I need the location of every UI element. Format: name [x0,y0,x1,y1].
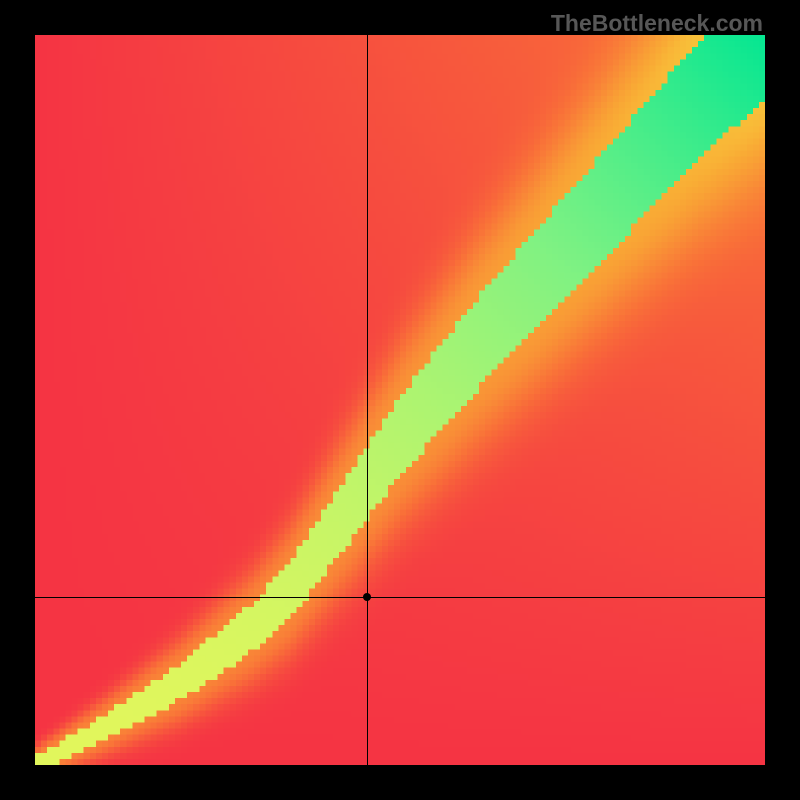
watermark-text: TheBottleneck.com [551,10,763,37]
bottleneck-heatmap [35,35,765,765]
chart-container: { "canvas": { "width": 800, "height": 80… [0,0,800,800]
